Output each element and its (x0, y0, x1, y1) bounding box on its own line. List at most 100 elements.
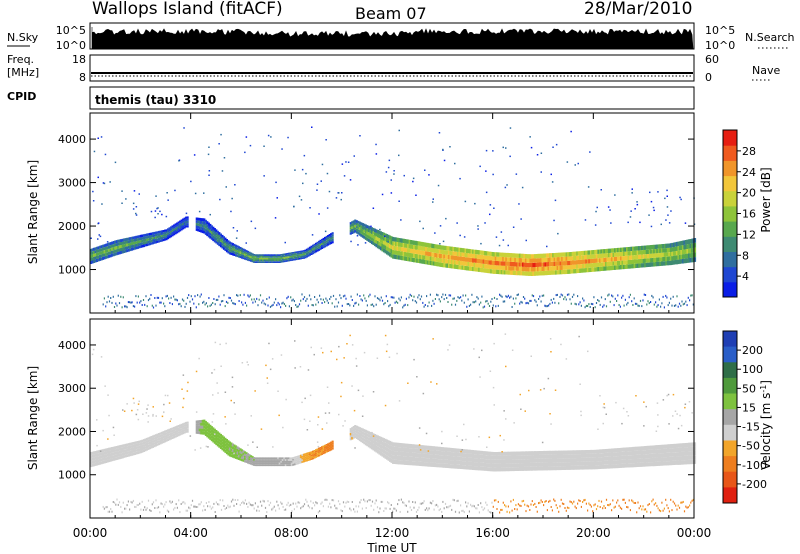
heatmap-cell (171, 434, 174, 437)
heatmap-cell (455, 452, 458, 457)
heatmap-cell (281, 462, 284, 465)
heatmap-cell (401, 451, 404, 456)
heatmap-cell (201, 224, 204, 228)
heatmap-cell (327, 235, 330, 238)
heatmap-cell (162, 236, 165, 239)
heatmap-cell (432, 252, 435, 257)
heatmap-cell (499, 265, 502, 270)
heatmap-cell (488, 451, 491, 456)
heatmap-cell (363, 432, 366, 436)
heatmap-cell (423, 259, 426, 265)
heatmap-cell (319, 294, 321, 297)
heatmap-cell (482, 451, 485, 455)
heatmap-cell (472, 258, 475, 263)
heatmap-cell (691, 257, 694, 263)
heatmap-cell (438, 450, 441, 455)
heatmap-cell (408, 460, 411, 466)
heatmap-cell (612, 448, 615, 453)
heatmap-cell (174, 506, 176, 509)
heatmap-cell (158, 240, 161, 243)
heatmap-cell (380, 296, 382, 299)
heatmap-cell (114, 457, 117, 461)
heatmap-cell (120, 450, 123, 454)
heatmap-cell (290, 457, 293, 460)
heatmap-cell (271, 358, 274, 360)
heatmap-cell (312, 252, 315, 255)
heatmap-cell (250, 252, 253, 255)
heatmap-cell (530, 299, 532, 302)
heatmap-cell (443, 258, 446, 264)
heatmap-cell (529, 254, 532, 259)
heatmap-cell (675, 250, 678, 256)
heatmap-cell (671, 460, 674, 466)
heatmap-cell (446, 455, 449, 460)
heatmap-cell (509, 127, 512, 129)
heatmap-cell (453, 260, 456, 265)
heatmap-cell (141, 304, 143, 306)
heatmap-cell (118, 245, 121, 249)
heatmap-cell (305, 459, 308, 462)
heatmap-cell (614, 194, 616, 196)
heatmap-cell (233, 444, 236, 448)
heatmap-cell (503, 265, 506, 271)
heatmap-cell (96, 259, 99, 262)
heatmap-cell (334, 305, 336, 308)
heatmap-cell (588, 465, 591, 470)
heatmap-cell (666, 261, 669, 266)
heatmap-cell (292, 458, 295, 461)
heatmap-cell (193, 154, 196, 156)
heatmap-cell (431, 458, 434, 463)
heatmap-cell (461, 256, 464, 262)
heatmap-cell (552, 261, 555, 267)
heatmap-cell (573, 251, 576, 256)
heatmap-cell (103, 454, 106, 458)
heatmap-cell (657, 257, 660, 262)
heatmap-cell (638, 462, 641, 467)
heatmap-cell (281, 255, 284, 258)
heatmap-cell (662, 252, 665, 257)
heatmap-cell (402, 238, 405, 243)
heatmap-cell (331, 236, 334, 239)
heatmap-cell (313, 353, 315, 356)
heatmap-cell (244, 249, 247, 252)
heatmap-cell (597, 428, 599, 430)
heatmap-cell (360, 231, 363, 234)
heatmap-cell (433, 302, 435, 305)
heatmap-cell (176, 434, 179, 437)
heatmap-cell (156, 233, 159, 236)
heatmap-cell (139, 445, 142, 448)
heatmap-cell (475, 454, 478, 459)
heatmap-cell (541, 253, 544, 258)
heatmap-cell (683, 460, 686, 465)
heatmap-cell (426, 445, 429, 450)
heatmap-cell (102, 452, 105, 455)
heatmap-cell (446, 250, 449, 255)
heatmap-cell (227, 245, 230, 249)
heatmap-cell (606, 452, 609, 457)
heatmap-cell (603, 249, 606, 254)
heatmap-cell (202, 301, 204, 304)
heatmap-cell (404, 443, 407, 448)
heatmap-cell (595, 457, 598, 462)
heatmap-cell (259, 464, 262, 467)
heatmap-cell (679, 196, 681, 199)
heatmap-cell (248, 462, 251, 465)
heatmap-cell (236, 254, 239, 258)
heatmap-cell (630, 455, 633, 460)
heatmap-cell (275, 457, 278, 460)
heatmap-cell (556, 450, 559, 455)
heatmap-cell (355, 433, 358, 437)
heatmap-cell (588, 259, 591, 264)
heatmap-cell (580, 454, 583, 458)
heatmap-cell (386, 250, 389, 255)
heatmap-cell (344, 420, 346, 422)
heatmap-cell (678, 259, 681, 264)
heatmap-cell (573, 256, 576, 261)
heatmap-cell (218, 143, 220, 145)
heatmap-cell (691, 238, 694, 244)
heatmap-cell (146, 507, 148, 510)
heatmap-cell (381, 441, 384, 446)
heatmap-cell (509, 459, 512, 464)
heatmap-cell (367, 232, 370, 236)
heatmap-cell (511, 266, 514, 271)
